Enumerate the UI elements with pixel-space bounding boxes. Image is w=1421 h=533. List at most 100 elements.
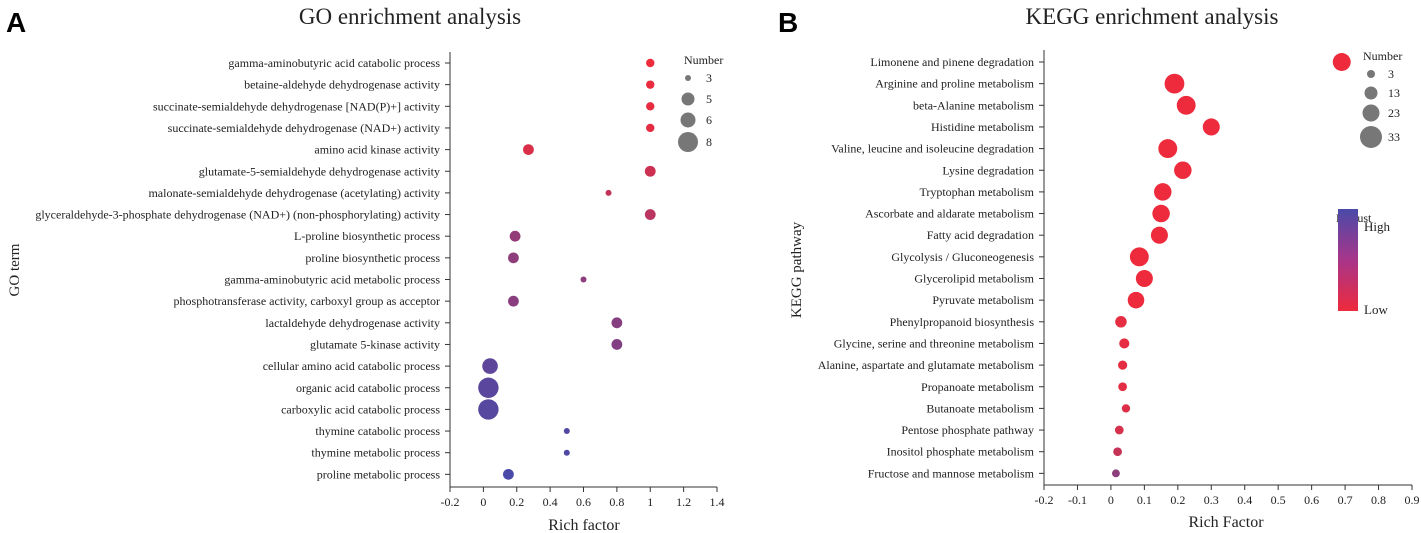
kegg-y-tick-label: beta-Alanine metabolism bbox=[913, 98, 1035, 112]
panel-a-letter: A bbox=[6, 7, 26, 38]
kegg-point bbox=[1129, 247, 1149, 267]
kegg-y-tick-label: Fructose and mannose metabolism bbox=[868, 466, 1035, 480]
go-point bbox=[611, 317, 623, 329]
kegg-point bbox=[1118, 382, 1127, 392]
kegg-y-axis-label: KEGG pathway bbox=[789, 221, 805, 318]
kegg-point bbox=[1154, 183, 1172, 201]
go-point bbox=[503, 468, 514, 480]
panel-b: B KEGG enrichment analysis KEGG pathway … bbox=[778, 4, 1420, 531]
kegg-y-tick-label: Butanoate metabolism bbox=[926, 401, 1034, 415]
kegg-size-legend-label: 13 bbox=[1388, 86, 1400, 100]
kegg-y-tick-label: Lysine degradation bbox=[942, 163, 1034, 177]
kegg-x-tick-label: 0.4 bbox=[1237, 493, 1252, 507]
go-size-legend-label: 8 bbox=[706, 135, 712, 149]
kegg-y-tick-label: Glycerolipid metabolism bbox=[914, 272, 1034, 286]
kegg-point bbox=[1113, 447, 1122, 457]
go-chart-title: GO enrichment analysis bbox=[299, 4, 521, 29]
go-y-tick-label: gamma-aminobutyric acid metabolic proces… bbox=[224, 273, 440, 287]
kegg-y-tick-label: Alanine, aspartate and glutamate metabol… bbox=[818, 358, 1035, 372]
kegg-x-tick-label: 0.2 bbox=[1170, 493, 1185, 507]
kegg-points bbox=[1112, 53, 1351, 478]
go-point bbox=[482, 358, 498, 374]
go-y-tick-label: amino acid kinase activity bbox=[314, 143, 440, 157]
go-point bbox=[478, 377, 499, 398]
go-x-tick-labels: -0.2 0 0.2 0.4 0.6 0.8 1 1.2 1.4 bbox=[441, 487, 725, 509]
color-legend-low-label: Low bbox=[1364, 302, 1388, 317]
kegg-point bbox=[1118, 360, 1128, 370]
go-point bbox=[611, 339, 623, 350]
kegg-color-legend: Padjust High Low bbox=[1336, 209, 1391, 317]
kegg-point bbox=[1127, 291, 1145, 309]
kegg-size-legend-dot bbox=[1360, 126, 1382, 148]
go-y-tick-label: succinate-semialdehyde dehydrogenase [NA… bbox=[153, 99, 440, 113]
go-size-legend-dot bbox=[685, 75, 691, 81]
go-point bbox=[523, 144, 534, 156]
go-y-tick-label: cellular amino acid catabolic process bbox=[263, 359, 441, 373]
go-size-legend-dot bbox=[678, 132, 698, 152]
go-size-legend: Number 3 5 6 8 bbox=[678, 53, 723, 152]
kegg-point bbox=[1135, 269, 1153, 288]
kegg-size-legend-label: 3 bbox=[1388, 67, 1394, 81]
go-x-tick-label: 0.4 bbox=[543, 495, 558, 509]
kegg-x-tick-label: 0.1 bbox=[1137, 493, 1152, 507]
go-y-tick-label: carboxylic acid catabolic process bbox=[281, 402, 440, 416]
go-y-tick-label: betaine-aldehyde dehydrogenase activity bbox=[244, 78, 440, 92]
color-legend-high-label: High bbox=[1364, 219, 1391, 234]
kegg-point bbox=[1176, 95, 1196, 115]
go-y-tick-label: proline metabolic process bbox=[317, 467, 441, 481]
kegg-x-tick-label: -0.2 bbox=[1035, 493, 1054, 507]
go-point bbox=[605, 189, 612, 196]
go-size-legend-dot bbox=[680, 112, 696, 128]
go-x-tick-label: 1.4 bbox=[710, 495, 725, 509]
go-size-legend-dot bbox=[681, 92, 695, 106]
go-y-tick-label: thymine metabolic process bbox=[311, 446, 440, 460]
panel-b-letter: B bbox=[778, 7, 798, 38]
kegg-point bbox=[1121, 404, 1131, 413]
go-point bbox=[563, 428, 570, 435]
kegg-point bbox=[1115, 316, 1127, 328]
kegg-size-legend-dot bbox=[1364, 86, 1378, 100]
kegg-x-tick-label: 0.3 bbox=[1204, 493, 1219, 507]
go-y-axis-label: GO term bbox=[7, 243, 23, 296]
go-y-tick-label: glutamate 5-kinase activity bbox=[310, 337, 440, 351]
panel-a: A GO enrichment analysis GO term Rich fa… bbox=[6, 4, 725, 533]
kegg-chart-title: KEGG enrichment analysis bbox=[1026, 4, 1279, 29]
kegg-point bbox=[1174, 161, 1192, 179]
go-y-tick-label: glutamate-5-semialdehyde dehydrogenase a… bbox=[199, 164, 440, 178]
go-x-tick-label: 0 bbox=[480, 495, 486, 509]
go-point bbox=[646, 123, 655, 133]
kegg-point bbox=[1152, 204, 1170, 223]
kegg-x-tick-label: 0.9 bbox=[1405, 493, 1420, 507]
kegg-y-tick-label: Fatty acid degradation bbox=[927, 228, 1034, 242]
kegg-y-tick-label: Glycolysis / Gluconeogenesis bbox=[891, 250, 1034, 264]
go-y-tick-label: malonate-semialdehyde dehydrogenase (ace… bbox=[148, 186, 440, 200]
go-point bbox=[580, 276, 587, 283]
kegg-y-tick-label: Pentose phosphate pathway bbox=[901, 423, 1034, 437]
kegg-point bbox=[1332, 53, 1351, 71]
go-x-tick-label: 1.2 bbox=[676, 495, 691, 509]
kegg-size-legend-label: 23 bbox=[1388, 106, 1400, 120]
kegg-y-tick-label: Arginine and proline metabolism bbox=[875, 77, 1034, 91]
kegg-y-tick-label: Inositol phosphate metabolism bbox=[887, 445, 1035, 459]
kegg-y-tick-label: Ascorbate and aldarate metabolism bbox=[865, 207, 1035, 221]
go-point bbox=[508, 295, 519, 307]
go-point bbox=[509, 230, 521, 242]
go-x-axis-label: Rich factor bbox=[548, 517, 620, 533]
go-y-tick-label: gamma-aminobutyric acid catabolic proces… bbox=[228, 56, 440, 70]
go-x-tick-label: 0.6 bbox=[576, 495, 591, 509]
kegg-x-axis-label: Rich Factor bbox=[1188, 514, 1264, 531]
go-size-legend-title: Number bbox=[684, 53, 723, 67]
kegg-size-legend-label: 33 bbox=[1388, 130, 1400, 144]
kegg-point bbox=[1202, 118, 1220, 136]
kegg-x-tick-label: -0.1 bbox=[1068, 493, 1087, 507]
kegg-y-tick-label: Propanoate metabolism bbox=[921, 380, 1035, 394]
kegg-point bbox=[1112, 469, 1120, 478]
go-y-tick-label: phosphotransferase activity, carboxyl gr… bbox=[174, 294, 440, 308]
go-point bbox=[646, 102, 655, 111]
go-size-legend-label: 6 bbox=[706, 113, 712, 127]
kegg-y-tick-label: Limonene and pinene degradation bbox=[870, 55, 1034, 69]
kegg-x-tick-label: 0.7 bbox=[1338, 493, 1353, 507]
kegg-x-tick-label: 0.6 bbox=[1304, 493, 1319, 507]
kegg-y-tick-label: Histidine metabolism bbox=[931, 120, 1035, 134]
kegg-point bbox=[1164, 73, 1185, 94]
